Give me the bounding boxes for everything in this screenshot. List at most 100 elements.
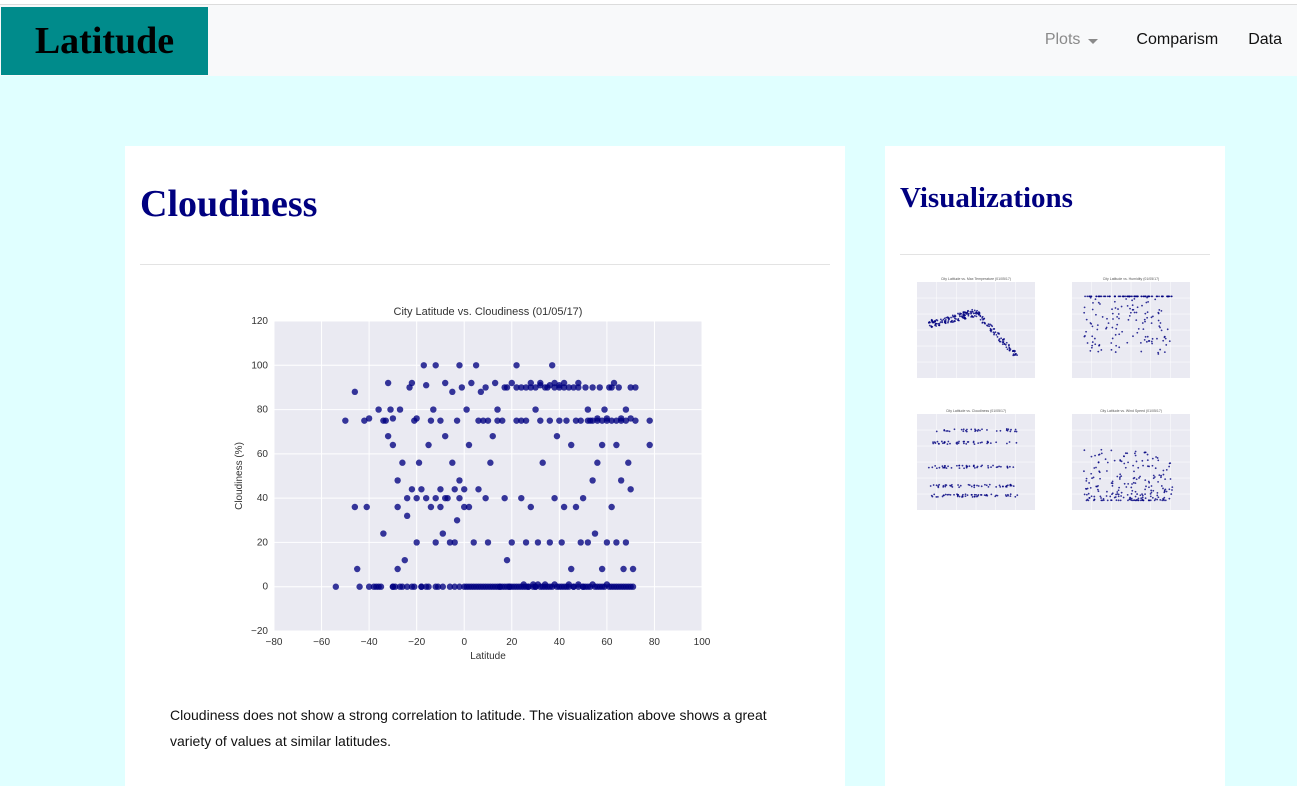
thumbnail-point (999, 485, 1002, 488)
thumbnail-humidity[interactable]: City Latitude vs. Humidity (01/05/17) (1055, 274, 1195, 394)
y-tick-label: 0 (262, 582, 268, 593)
data-point (594, 459, 601, 466)
data-point (418, 486, 425, 493)
data-point (620, 565, 627, 573)
nav-link-data[interactable]: Data (1248, 31, 1282, 48)
thumbnail-point (1163, 336, 1166, 339)
thumbnail-max-temperature[interactable]: City Latitude vs. Max Temperature (01/05… (900, 274, 1040, 394)
thumbnail-point (1151, 337, 1154, 340)
thumbnail-point (1152, 474, 1155, 477)
thumbnail-point (938, 324, 941, 327)
data-point (380, 530, 387, 537)
nav-link-comparism[interactable]: Comparism (1136, 31, 1219, 48)
data-point (579, 494, 587, 502)
thumbnail-point (978, 313, 981, 315)
thumbnail-point (960, 312, 963, 315)
thumbnail-point (974, 312, 976, 315)
data-point (422, 494, 430, 502)
data-point (377, 583, 385, 590)
brand-logo-link[interactable]: Latitude (1, 7, 208, 75)
thumbnail-point (1168, 465, 1171, 468)
thumbnail-point (1134, 454, 1137, 457)
thumbnail-point (1095, 295, 1098, 298)
thumbnail-point (1012, 466, 1015, 469)
thumbnail-point (1156, 295, 1158, 298)
thumbnail-point (1005, 428, 1008, 430)
data-point (570, 384, 577, 391)
plots-dropdown[interactable]: Plots (1030, 31, 1114, 49)
thumbnail-point (928, 324, 931, 327)
thumbnail-point (970, 428, 973, 431)
thumbnail-point (973, 443, 976, 446)
data-point (594, 415, 601, 422)
thumbnail-point (1118, 486, 1121, 489)
thumbnail-point (932, 442, 935, 445)
plot-area (274, 321, 702, 631)
thumbnail-point (1151, 342, 1153, 345)
thumbnail-point (1161, 295, 1163, 298)
data-point (518, 384, 525, 391)
thumbnail-point (987, 441, 990, 444)
thumbnail-point (1141, 496, 1144, 499)
data-point (601, 406, 608, 413)
thumbnail-point (1141, 494, 1144, 497)
thumbnail-point (1153, 499, 1156, 502)
data-point (522, 384, 530, 391)
thumbnail-point (1005, 341, 1008, 344)
thumbnail-point (1155, 456, 1157, 458)
thumbnail-point (1133, 452, 1136, 455)
data-point (411, 583, 418, 590)
thumbnail-point (956, 494, 959, 497)
thumbnail-cloudiness[interactable]: City Latitude vs. Cloudiness (01/05/17) (900, 406, 1040, 526)
data-point (403, 512, 411, 520)
thumbnail-point (946, 443, 949, 446)
x-tick-label: −80 (266, 637, 283, 648)
thumbnail-point (1113, 300, 1116, 303)
thumbnail-point (1116, 491, 1119, 493)
chart-description: Cloudiness does not show a strong correl… (170, 707, 767, 749)
data-point (598, 565, 606, 573)
caret-down-icon (1088, 38, 1099, 44)
thumbnail-point (1090, 346, 1093, 349)
data-point (408, 379, 416, 387)
thumbnail-point (991, 325, 994, 328)
data-point (351, 503, 359, 511)
y-tick-label: 100 (251, 360, 268, 371)
data-point (420, 362, 427, 369)
thumbnail-point (1124, 466, 1127, 469)
data-point (463, 406, 470, 413)
data-point (389, 583, 397, 590)
thumbnail-point (1160, 476, 1162, 479)
thumbnail-point (1151, 464, 1154, 467)
thumbnail-point (1147, 301, 1150, 303)
data-point (477, 388, 485, 396)
data-point (532, 384, 539, 391)
data-point (463, 583, 470, 590)
data-point (375, 406, 382, 413)
thumbnail-point (1145, 340, 1148, 343)
thumbnail-point (1016, 494, 1019, 497)
thumbnail-point (948, 430, 951, 433)
thumbnail-point (957, 317, 960, 320)
thumbnail-point (1117, 499, 1120, 502)
thumbnail-points (927, 308, 1018, 357)
thumbnail-point (1106, 490, 1108, 493)
thumbnail-point (1110, 499, 1113, 502)
thumbnail-point (1164, 488, 1167, 491)
thumbnail-point (1149, 492, 1152, 495)
thumbnail-point (1135, 319, 1138, 322)
thumbnail-point (1142, 295, 1145, 298)
thumbnail-point (1157, 351, 1160, 354)
data-point (465, 503, 473, 511)
thumbnail-point (931, 466, 934, 469)
thumbnail-point (1146, 311, 1149, 314)
thumbnail-point (947, 321, 949, 324)
thumbnail-point (987, 466, 990, 469)
thumbnail-point (1145, 301, 1148, 304)
thumbnail-point (1127, 318, 1130, 321)
data-point (501, 583, 508, 590)
thumbnail-wind-speed[interactable]: City Latitude vs. Wind Speed (01/05/17) (1055, 406, 1195, 526)
thumbnail-point (1132, 481, 1135, 484)
thumbnail-point (1127, 295, 1130, 298)
data-point (399, 459, 406, 466)
